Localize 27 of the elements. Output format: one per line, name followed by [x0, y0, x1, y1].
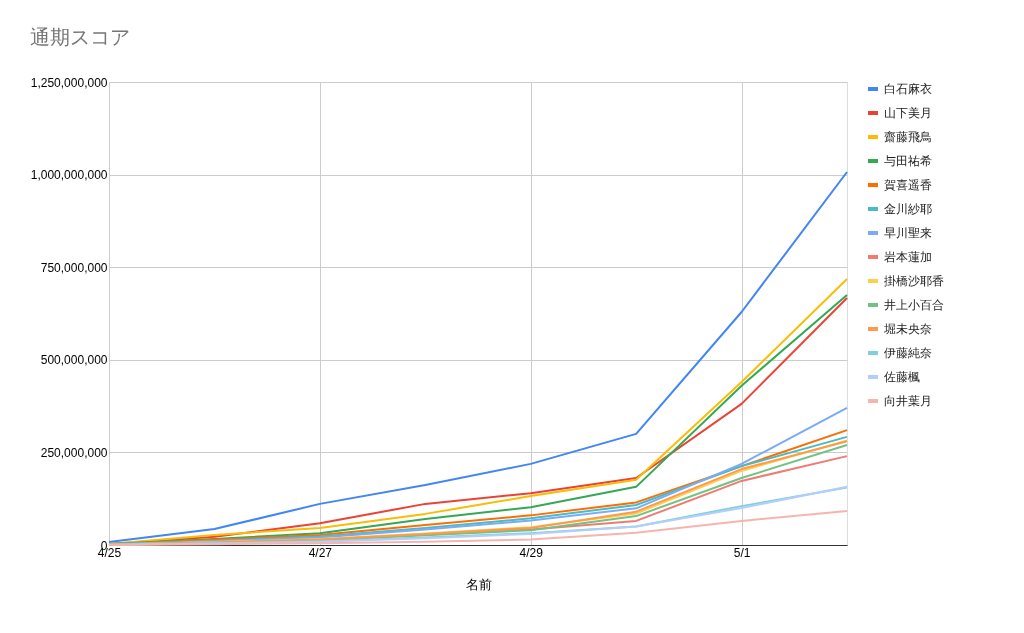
y-tick-label: 500,000,000 — [40, 353, 108, 368]
legend-label: 向井葉月 — [884, 394, 932, 408]
legend-label: 山下美月 — [884, 106, 932, 120]
legend-label: 与田祐希 — [884, 154, 932, 168]
legend-label: 佐藤楓 — [884, 370, 920, 384]
chart-title: 通期スコア — [30, 26, 131, 48]
y-tick-label: 750,000,000 — [40, 260, 108, 275]
line-series — [108, 406, 848, 546]
legend-label: 賀喜遥香 — [884, 178, 932, 192]
legend-label: 早川聖来 — [884, 226, 932, 240]
legend-label: 齋藤飛鳥 — [884, 130, 932, 144]
y-tick-label: 1,250,000,000 — [30, 75, 108, 90]
legend-label: 掛橋沙耶香 — [884, 274, 944, 288]
legend-label: 堀未央奈 — [883, 322, 932, 336]
line-series — [108, 171, 848, 544]
x-tick-label: 4/27 — [308, 545, 333, 560]
x-axis-title: 名前 — [465, 576, 492, 592]
legend-label: 金川紗耶 — [884, 202, 932, 216]
x-tick-label: 4/29 — [519, 545, 544, 560]
legend-label: 伊藤純奈 — [884, 346, 932, 360]
y-tick-label: 1,000,000,000 — [30, 168, 108, 183]
y-tick-label: 250,000,000 — [40, 445, 108, 460]
legend-label: 岩本蓮加 — [884, 250, 932, 264]
line-series — [108, 509, 848, 546]
x-tick-label: 5/1 — [733, 545, 751, 560]
legend-label: 白石麻衣 — [884, 82, 932, 96]
legend-label: 井上小百合 — [884, 298, 944, 312]
